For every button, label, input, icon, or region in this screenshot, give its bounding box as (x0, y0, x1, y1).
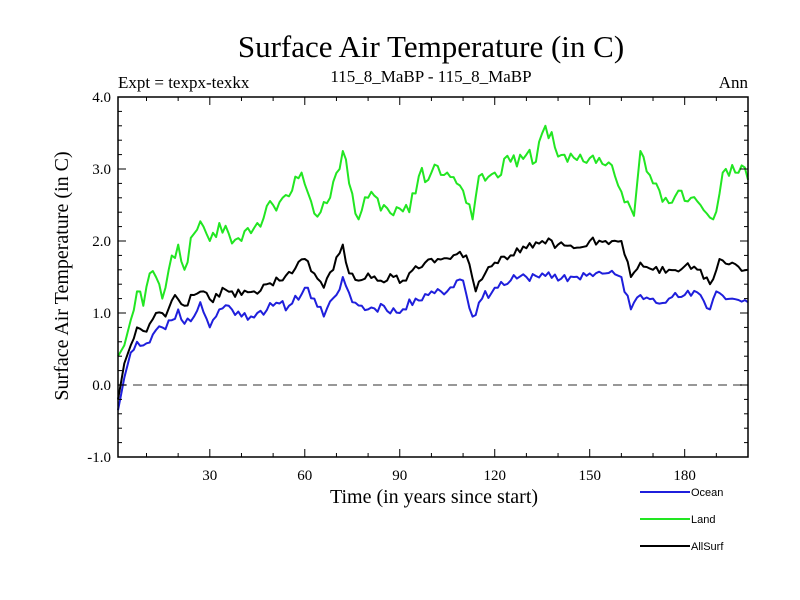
y-tick-label: 3.0 (92, 162, 111, 178)
y-tick-label: 2.0 (92, 234, 111, 250)
x-tick-label: 150 (578, 468, 601, 484)
y-axis-label: Surface Air Temperature (in C) (51, 151, 73, 400)
x-tick-label: 180 (673, 468, 696, 484)
legend-label-land: Land (691, 514, 715, 526)
chart-title: Surface Air Temperature (in C) (238, 29, 624, 64)
y-tick-label: 0.0 (92, 378, 111, 394)
x-tick-label: 60 (297, 468, 312, 484)
legend-label-ocean: Ocean (691, 487, 723, 499)
legend: Ocean Land AllSurf (640, 487, 724, 553)
legend-label-allsurf: AllSurf (691, 541, 724, 553)
chart-subtitle-center: 115_8_MaBP - 115_8_MaBP (330, 67, 531, 86)
series-line-land (117, 124, 749, 357)
y-tick-label: 4.0 (92, 90, 111, 106)
y-tick-label: -1.0 (87, 450, 111, 466)
y-tick-label: 1.0 (92, 306, 111, 322)
x-axis-label: Time (in years since start) (330, 486, 538, 508)
series-line-ocean (117, 269, 749, 411)
x-tick-label: 120 (483, 468, 506, 484)
chart-subtitle-right: Ann (719, 73, 749, 92)
plot-frame (117, 96, 749, 458)
axes: 30 60 90 120 150 180 -1.0 0.0 1.0 2.0 3.0 4.0 (87, 90, 749, 484)
x-tick-label: 90 (392, 468, 407, 484)
x-tick-label: 30 (202, 468, 217, 484)
series-layer (117, 124, 749, 411)
series-line-allsurf (117, 236, 749, 400)
chart-subtitle-left: Expt = texpx-texkx (118, 73, 250, 92)
